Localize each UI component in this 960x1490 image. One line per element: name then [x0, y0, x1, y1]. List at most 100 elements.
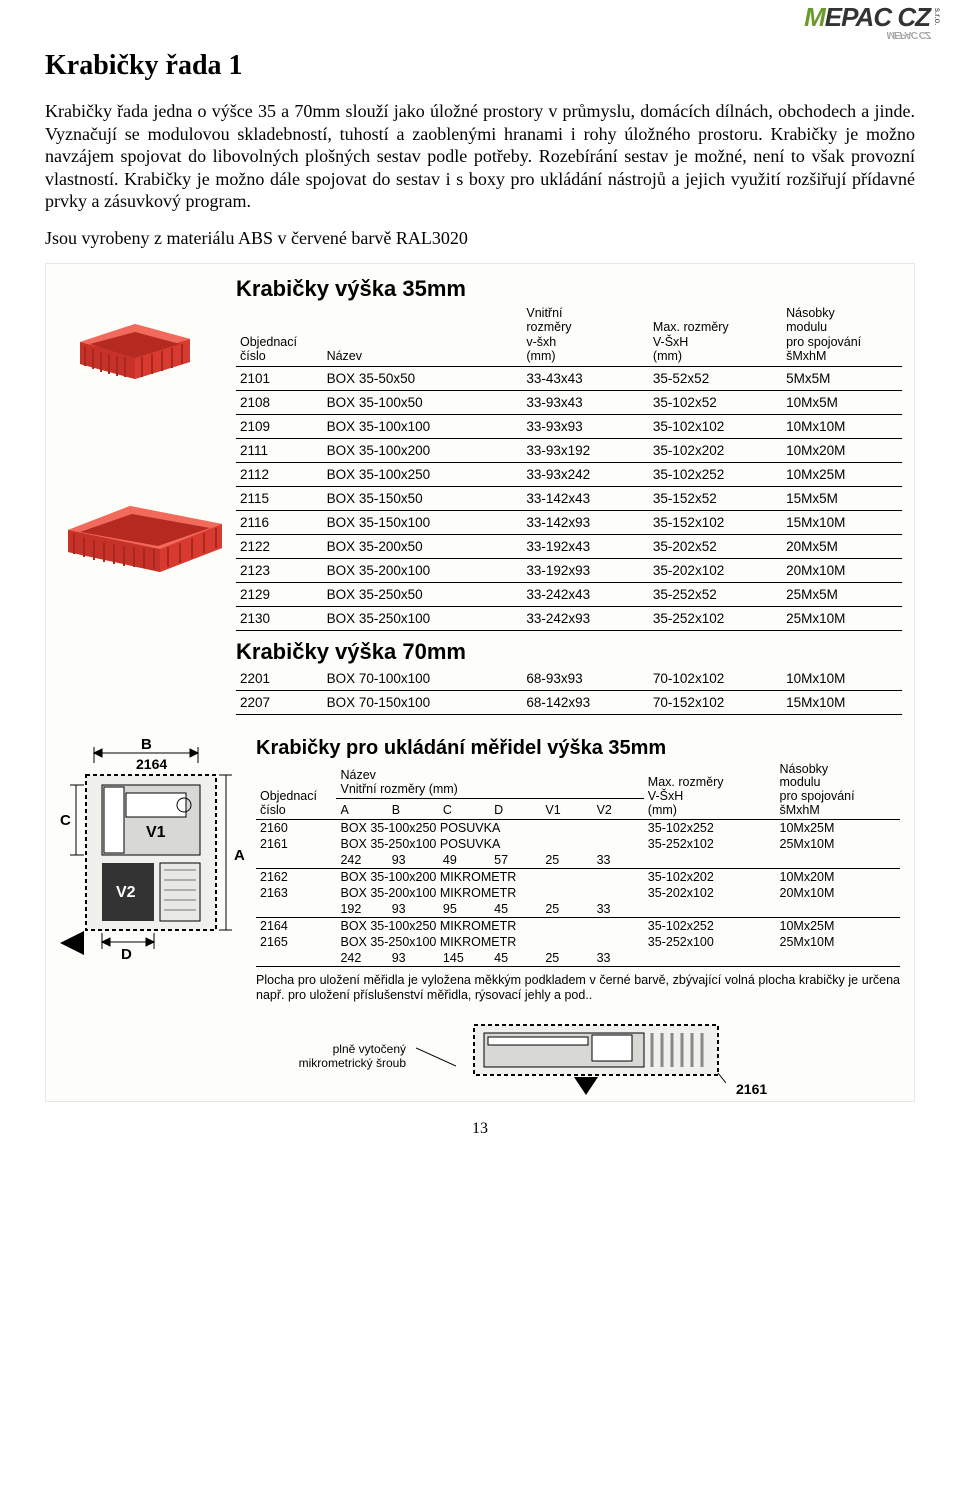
cell: 33-43x43: [522, 366, 649, 390]
table-measuring: Objednací číslo Název Vnitřní rozměry (m…: [256, 762, 900, 967]
cell: 15Mx10M: [782, 690, 902, 714]
pointer-line-icon: [416, 1042, 456, 1072]
logo-sro: s.r.o.: [933, 8, 942, 25]
cell: 35-152x102: [649, 510, 782, 534]
meas-section-title: Krabičky pro ukládání měřidel výška 35mm: [256, 735, 900, 762]
svg-text:B: B: [141, 736, 152, 753]
sub-header: C: [439, 798, 490, 819]
cell: 2111: [236, 438, 323, 462]
cell: 70-102x102: [649, 667, 782, 691]
logo-text: EPAC CZ: [825, 2, 930, 32]
table-row: 2160BOX 35-100x250 POSUVKA35-102x25210Mx…: [256, 819, 900, 836]
table-row: 2163BOX 35-200x100 MIKROMETR35-202x10220…: [256, 885, 900, 901]
cell: BOX 35-100x200: [323, 438, 523, 462]
cell: 2108: [236, 390, 323, 414]
th-name: Název: [323, 304, 523, 366]
svg-text:C: C: [60, 812, 71, 829]
cell: 35-152x52: [649, 486, 782, 510]
sub-header: D: [490, 798, 541, 819]
table-row: 2115BOX 35-150x5033-142x4335-152x5215Mx5…: [236, 486, 902, 510]
cell: 35-102x202: [649, 438, 782, 462]
cell: 33-192x43: [522, 534, 649, 558]
cell: 33-142x43: [522, 486, 649, 510]
dimension-diagram: B 2164 V1 V2: [56, 735, 251, 965]
table-row: 2112BOX 35-100x25033-93x24235-102x25210M…: [236, 462, 902, 486]
cell: 10Mx10M: [782, 414, 902, 438]
cell: 2129: [236, 582, 323, 606]
table-row: 2109BOX 35-100x10033-93x9335-102x10210Mx…: [236, 414, 902, 438]
cell: BOX 70-100x100: [323, 667, 523, 691]
material-paragraph: Jsou vyrobeny z materiálu ABS v červené …: [45, 227, 915, 250]
section-35-title: Krabičky výška 35mm: [236, 270, 902, 304]
cell: 2112: [236, 462, 323, 486]
mth-mod: Násobky modulu pro spojování šMxhM: [776, 762, 900, 820]
brand-logo: MEPAC CZ MEPAC CZ s.r.o.: [804, 6, 930, 40]
box-small-illustration: [60, 304, 210, 394]
box-long-illustration: [60, 494, 230, 584]
table-row: 2164BOX 35-100x250 MIKROMETR35-102x25210…: [256, 917, 900, 934]
cell: 2109: [236, 414, 323, 438]
svg-text:2164: 2164: [136, 756, 167, 772]
cell: 2201: [236, 667, 323, 691]
page-number: 13: [45, 1120, 915, 1138]
cell: 2123: [236, 558, 323, 582]
table-row: 2201BOX 70-100x10068-93x9370-102x10210Mx…: [236, 667, 902, 691]
table-row: 2165BOX 35-250x100 MIKROMETR35-252x10025…: [256, 934, 900, 950]
cell: 33-93x93: [522, 414, 649, 438]
sub-header: A: [336, 798, 387, 819]
mth-name: Název Vnitřní rozměry (mm): [336, 762, 643, 799]
cell: BOX 35-250x100: [323, 606, 523, 630]
dims-row: 2429349572533: [256, 852, 900, 869]
logo-accent: M: [804, 2, 825, 32]
th-inner: Vnitřní rozměry v-šxh (mm): [522, 304, 649, 366]
table-row: 2116BOX 35-150x10033-142x9335-152x10215M…: [236, 510, 902, 534]
table-row: 2161BOX 35-250x100 POSUVKA35-252x10225Mx…: [256, 836, 900, 852]
cell: 35-252x102: [649, 606, 782, 630]
cell: 20Mx10M: [782, 558, 902, 582]
cell: 33-93x43: [522, 390, 649, 414]
svg-text:V1: V1: [146, 824, 166, 841]
cell: 2122: [236, 534, 323, 558]
svg-text:V2: V2: [116, 884, 136, 901]
cell: 10Mx5M: [782, 390, 902, 414]
cell: 20Mx5M: [782, 534, 902, 558]
mth-order: Objednací číslo: [256, 762, 336, 820]
cell: 35-102x252: [649, 462, 782, 486]
dims-row: 1929395452533: [256, 901, 900, 918]
sub-header: V1: [541, 798, 592, 819]
dims-row: 24293145452533: [256, 950, 900, 967]
table-row: 2101BOX 35-50x5033-43x4335-52x525Mx5M: [236, 366, 902, 390]
cell: 25Mx5M: [782, 582, 902, 606]
cell: 33-242x93: [522, 606, 649, 630]
cell: 15Mx5M: [782, 486, 902, 510]
cell: 35-102x52: [649, 390, 782, 414]
svg-text:A: A: [234, 847, 245, 864]
cell: BOX 35-150x100: [323, 510, 523, 534]
cell: 35-252x52: [649, 582, 782, 606]
section-70-title: Krabičky výška 70mm: [236, 633, 902, 667]
cell: 33-93x242: [522, 462, 649, 486]
mth-max: Max. rozměry V-ŠxH (mm): [644, 762, 776, 820]
cell: 10Mx25M: [782, 462, 902, 486]
product-images-col: [46, 264, 236, 622]
svg-text:D: D: [121, 946, 132, 963]
cell: BOX 35-150x50: [323, 486, 523, 510]
cell: BOX 35-100x50: [323, 390, 523, 414]
cell: 33-192x93: [522, 558, 649, 582]
cell: 35-202x102: [649, 558, 782, 582]
table-row: 2123BOX 35-200x10033-192x9335-202x10220M…: [236, 558, 902, 582]
cell: 5Mx5M: [782, 366, 902, 390]
bottom-figure: plně vytočený mikrometrický šroub 2161: [256, 1017, 900, 1097]
th-mod: Násobky modulu pro spojování šMxhM: [782, 304, 902, 366]
cell: 35-52x52: [649, 366, 782, 390]
cell: BOX 35-100x100: [323, 414, 523, 438]
th-order: Objednací číslo: [236, 304, 323, 366]
page-title: Krabičky řada 1: [45, 50, 915, 82]
table-row: 2111BOX 35-100x20033-93x19235-102x20210M…: [236, 438, 902, 462]
table-70mm: 2201BOX 70-100x10068-93x9370-102x10210Mx…: [236, 667, 902, 715]
sub-header: V2: [593, 798, 644, 819]
spec-block: Krabičky výška 35mm Objednací číslo Náze…: [45, 263, 915, 1102]
cell: 25Mx10M: [782, 606, 902, 630]
footnote-text: Plocha pro uložení měřidla je vyložena m…: [256, 973, 900, 1003]
cell: BOX 35-200x100: [323, 558, 523, 582]
